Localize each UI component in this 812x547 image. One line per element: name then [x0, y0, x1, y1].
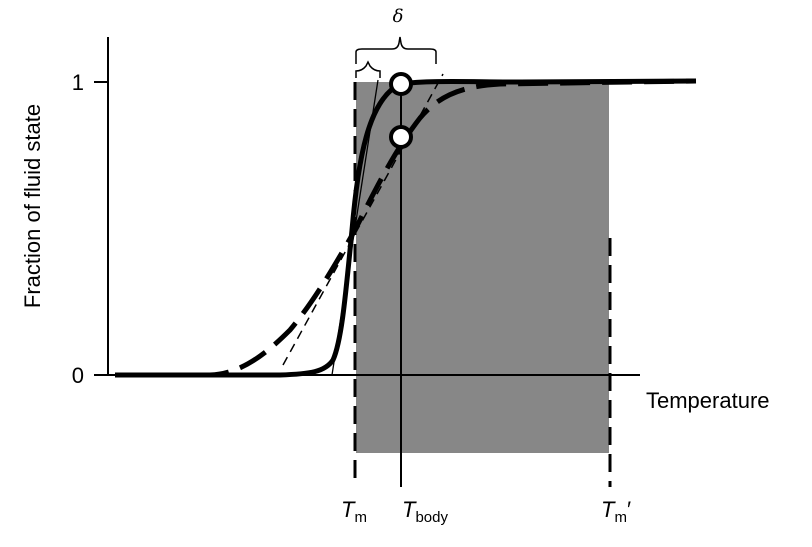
tbody-label: Tbody — [402, 497, 448, 526]
tm-prime-label: Tm′ — [601, 497, 631, 526]
small-bracket — [355, 60, 381, 78]
x-axis-label: Temperature — [646, 388, 770, 413]
tm-label: Tm — [341, 497, 367, 526]
delta-symbol: δ — [393, 6, 404, 27]
delta-brace — [355, 36, 437, 64]
sharp-transition-curve — [115, 78, 697, 378]
broad-transition-curve — [115, 78, 697, 378]
y-tick-label-0: 0 — [72, 363, 84, 388]
y-tick-label-1: 1 — [72, 70, 84, 95]
broad-curve-point — [389, 125, 413, 149]
sharp-curve-point — [389, 72, 413, 96]
y-axis-label: Fraction of fluid state — [20, 104, 45, 308]
